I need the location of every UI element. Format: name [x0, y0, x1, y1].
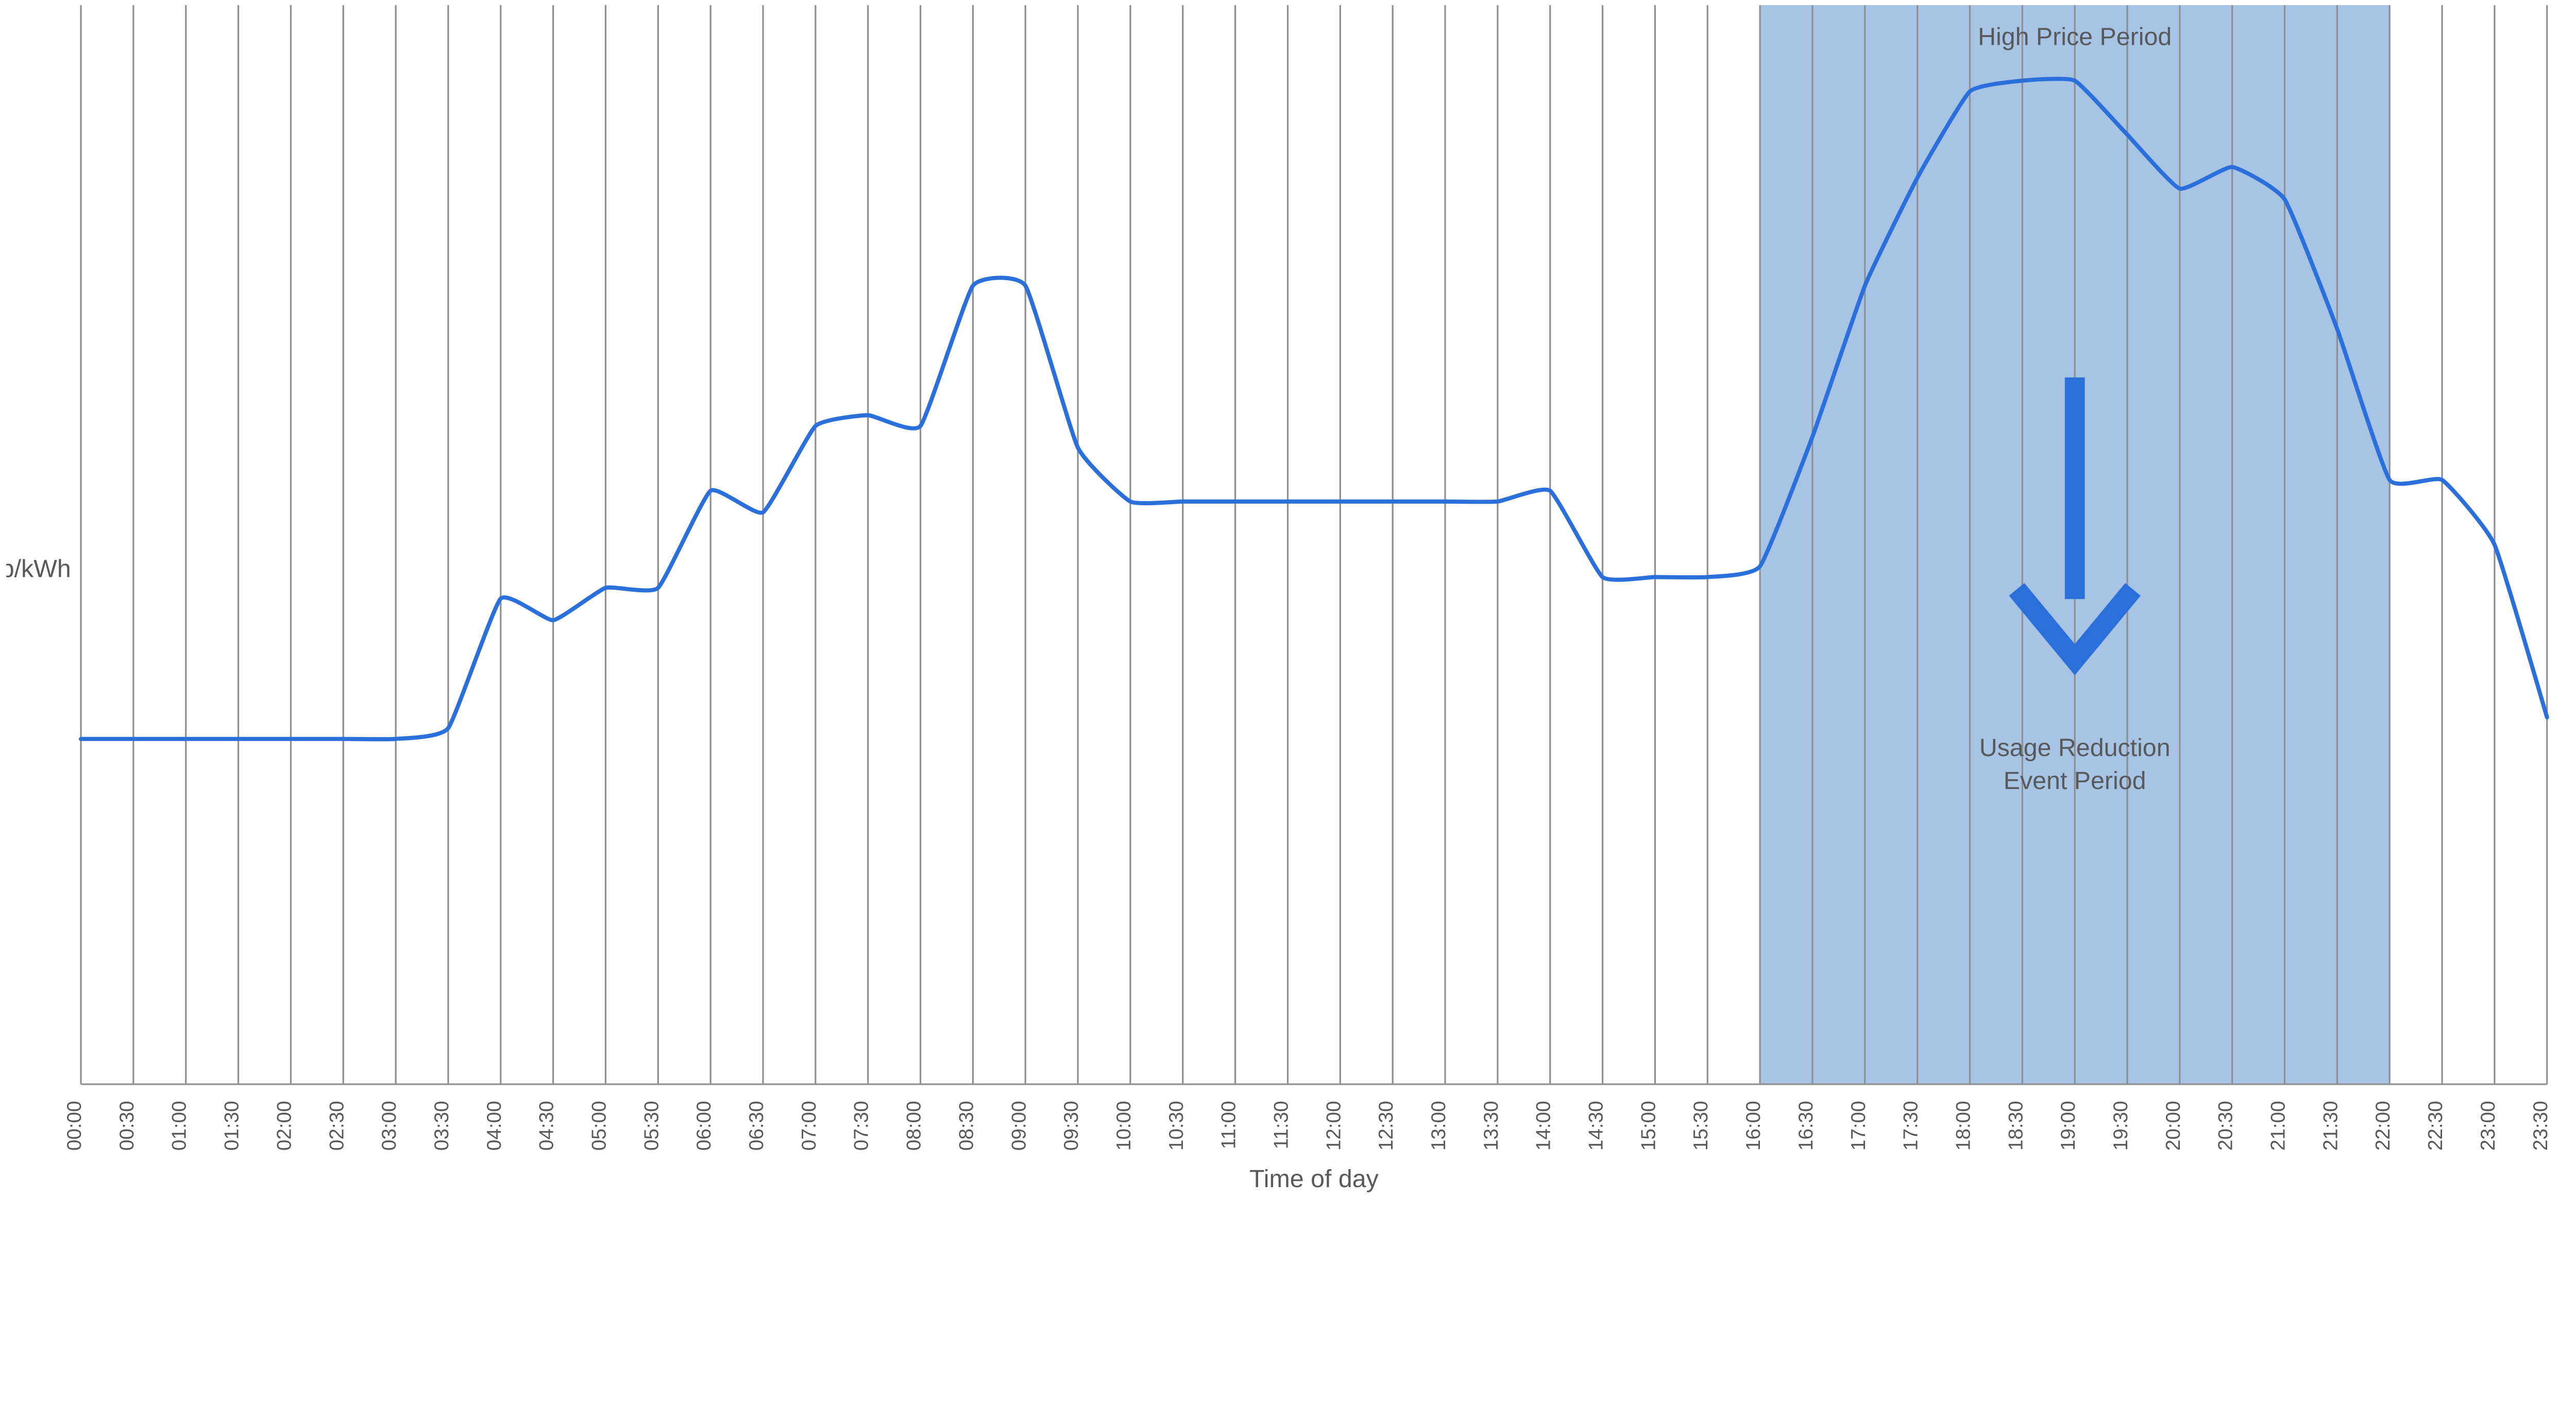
x-tick-label: 03:30 [431, 1101, 453, 1151]
x-tick-label: 08:00 [903, 1101, 925, 1151]
x-tick-label: 09:30 [1060, 1101, 1082, 1151]
x-tick-label: 14:00 [1533, 1101, 1555, 1151]
price-curve-chart: 00:00 00:30 01:00 01:30 02:00 02:30 03:00 03:30… [0, 0, 2576, 1222]
x-tick-label: 16:00 [1742, 1101, 1765, 1151]
x-tick-label: 17:30 [1900, 1101, 1922, 1151]
x-tick-label: 19:00 [2057, 1101, 2079, 1151]
x-tick-label: 20:00 [2162, 1101, 2184, 1151]
x-tick-label: 02:00 [273, 1101, 295, 1151]
x-tick-label: 16:30 [1795, 1101, 1817, 1151]
x-tick-label: 21:00 [2267, 1101, 2290, 1151]
x-tick-label: 06:30 [745, 1101, 768, 1151]
x-tick-label: 21:30 [2319, 1101, 2342, 1151]
x-tick-label: 06:00 [693, 1101, 715, 1151]
x-tick-label: 10:00 [1113, 1101, 1135, 1151]
x-tick-label: 12:30 [1375, 1101, 1397, 1151]
x-tick-label: 23:00 [2477, 1101, 2499, 1151]
x-tick-label: 10:30 [1165, 1101, 1188, 1151]
x-tick-label: 04:00 [483, 1101, 505, 1151]
x-tick-label: 09:00 [1008, 1101, 1030, 1151]
x-tick-label: 08:30 [955, 1101, 977, 1151]
x-axis-title: Time of day [1249, 1165, 1379, 1193]
x-tick-label: 02:30 [326, 1101, 348, 1151]
x-tick-label: 00:00 [63, 1101, 86, 1151]
x-tick-label: 07:30 [851, 1101, 873, 1151]
usage-reduction-label-line1: Usage Reduction [1979, 734, 2171, 762]
x-tick-label: 05:30 [640, 1101, 663, 1151]
x-tick-label: 05:00 [588, 1101, 611, 1151]
x-tick-label: 04:30 [536, 1101, 558, 1151]
x-tick-label: 01:30 [221, 1101, 243, 1151]
x-tick-label: 11:30 [1270, 1101, 1292, 1149]
x-tick-label: 19:30 [2110, 1101, 2132, 1151]
x-tick-label: 22:30 [2425, 1101, 2447, 1151]
y-axis-title: p/kWh [6, 555, 71, 582]
x-tick-label: 14:30 [1585, 1101, 1607, 1151]
x-tick-label: 13:00 [1428, 1101, 1450, 1151]
x-tick-label: 01:00 [168, 1101, 191, 1151]
x-tick-label: 22:00 [2372, 1101, 2394, 1151]
x-tick-label: 18:30 [2005, 1101, 2027, 1151]
usage-reduction-label-line2: Event Period [2004, 767, 2146, 795]
x-tick-label: 18:00 [1952, 1101, 1974, 1151]
x-tick-label: 15:00 [1637, 1101, 1659, 1151]
x-tick-label: 17:00 [1848, 1101, 1870, 1151]
high-price-label: High Price Period [1978, 23, 2172, 50]
x-tick-label: 07:00 [798, 1101, 820, 1151]
x-tick-label: 13:30 [1480, 1101, 1502, 1151]
x-tick-label: 12:00 [1323, 1101, 1345, 1151]
x-tick-label: 20:30 [2215, 1101, 2237, 1151]
x-tick-label: 23:30 [2530, 1101, 2552, 1151]
x-tick-label: 15:30 [1690, 1101, 1712, 1151]
x-tick-label: 11:00 [1218, 1101, 1240, 1149]
chart-svg: 00:00 00:30 01:00 01:30 02:00 02:30 03:00 03:30… [6, 5, 2564, 1217]
x-tick-label: 03:00 [378, 1101, 400, 1151]
x-tick-label: 00:30 [116, 1101, 138, 1151]
